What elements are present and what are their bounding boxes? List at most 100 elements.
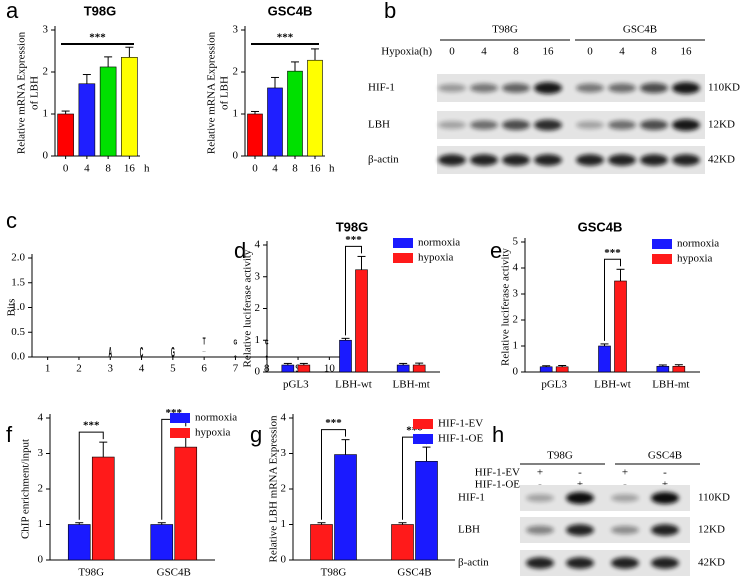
error-bar: [341, 337, 350, 341]
x-tick-label: 0: [252, 163, 258, 175]
bar: [174, 446, 198, 561]
condition-label: HIF-1-EV: [475, 467, 520, 479]
legend-swatch: [393, 238, 413, 248]
panel-letter: e: [490, 238, 502, 263]
x-tick-label: LBH-wt: [335, 379, 372, 391]
panel-letter: a: [6, 0, 19, 23]
bar: [555, 366, 569, 373]
blot-band: [526, 557, 554, 569]
condition-label: HIF-1-OE: [475, 479, 520, 491]
panel-letter: f: [6, 422, 13, 447]
y-axis-label: of LBH: [219, 76, 231, 110]
bar: [672, 365, 686, 373]
blot-band: [438, 83, 466, 93]
y-tick-label: 3: [38, 447, 44, 459]
blot-row-label: β-actin: [368, 154, 399, 166]
blot-band: [566, 524, 594, 536]
blot-band: [576, 121, 604, 129]
y-tick-label: 1: [255, 334, 261, 346]
blot-band: [640, 154, 668, 166]
bar: [121, 56, 138, 157]
legend-label: normoxia: [418, 237, 460, 249]
blot-band: [611, 525, 639, 535]
x-tick-label: GSC4B: [397, 567, 431, 579]
chart-title: T98G: [336, 219, 369, 234]
x-tick-label: LBH-mt: [652, 379, 689, 391]
significance-label: ***: [604, 247, 621, 259]
error-bar: [398, 522, 407, 525]
legend-swatch: [393, 253, 413, 263]
y-axis-label: Relative luciferase activity: [500, 248, 512, 366]
panel-letter: c: [6, 208, 17, 233]
significance-bracket: ***: [78, 420, 104, 520]
blot-band: [470, 154, 498, 166]
blot-band: [608, 120, 636, 130]
y-tick-label: 2: [513, 314, 519, 326]
bar: [539, 366, 553, 373]
blot-row-label: HIF-1: [458, 492, 485, 504]
error-bar: [104, 56, 113, 67]
x-tick-label: 1: [45, 363, 51, 375]
bar: [247, 113, 263, 157]
blot-size-label: 12KD: [698, 524, 725, 536]
bar: [297, 364, 311, 373]
bar: [598, 345, 611, 373]
legend-label: normoxia: [677, 238, 719, 250]
blot-band: [502, 119, 530, 131]
y-tick-label: 0: [38, 554, 44, 566]
y-tick-label: 1: [43, 108, 49, 120]
bar: [307, 59, 323, 157]
condition-value: 8: [651, 46, 657, 58]
legend-swatch: [652, 239, 672, 249]
logo-letter: G: [234, 339, 238, 347]
bar: [412, 364, 426, 373]
y-tick-label: 1: [513, 340, 519, 352]
y-tick-label: 0: [255, 366, 261, 378]
x-tick-label: 0: [63, 163, 69, 175]
x-tick-label: 16: [310, 163, 322, 175]
blot-band: [534, 119, 562, 131]
condition-value: -: [538, 479, 542, 491]
condition-value: 16: [681, 46, 693, 58]
blot-band: [566, 557, 594, 569]
x-tick-label: 7: [233, 363, 239, 375]
y-tick-label: 0.5: [11, 326, 25, 338]
panel-letter: g: [250, 422, 262, 447]
significance-bracket: ***: [345, 234, 362, 336]
bar: [91, 456, 115, 561]
error-bar: [674, 364, 683, 367]
x-tick-label: 8: [292, 163, 298, 175]
bar: [334, 454, 357, 561]
bar: [310, 524, 333, 561]
error-bar: [311, 48, 319, 61]
logo-letter: T: [203, 336, 206, 347]
blot-band: [566, 492, 594, 504]
y-tick-label: 4: [255, 239, 261, 251]
x-tick-label: pGL3: [283, 379, 309, 391]
legend-swatch: [413, 419, 433, 429]
legend-swatch: [652, 254, 672, 264]
y-tick-label: 5: [513, 236, 519, 248]
blot-band: [640, 82, 668, 94]
error-bar: [251, 110, 259, 114]
blot-band: [502, 83, 530, 93]
y-tick-label: 1: [281, 518, 287, 530]
error-bar: [75, 522, 84, 525]
legend-label: HIF-1-EV: [438, 418, 483, 430]
blot-band: [502, 154, 530, 166]
y-tick-label: 0: [43, 150, 49, 162]
legend-swatch: [413, 434, 433, 444]
bracket: [321, 429, 346, 520]
blot-size-label: 42KD: [698, 557, 725, 569]
panel-letter: b: [384, 0, 396, 23]
blot-row-label: LBH: [368, 119, 390, 131]
x-tick-label: 6: [201, 363, 207, 375]
blot-size-label: 110KD: [698, 492, 730, 504]
condition-value: -: [623, 479, 627, 491]
y-tick-label: 1.0: [11, 301, 25, 313]
y-tick-label: 2: [255, 302, 261, 314]
blot-band: [534, 82, 562, 94]
logo-letter: A: [234, 355, 238, 357]
x-tick-label: LBH-wt: [594, 379, 631, 391]
